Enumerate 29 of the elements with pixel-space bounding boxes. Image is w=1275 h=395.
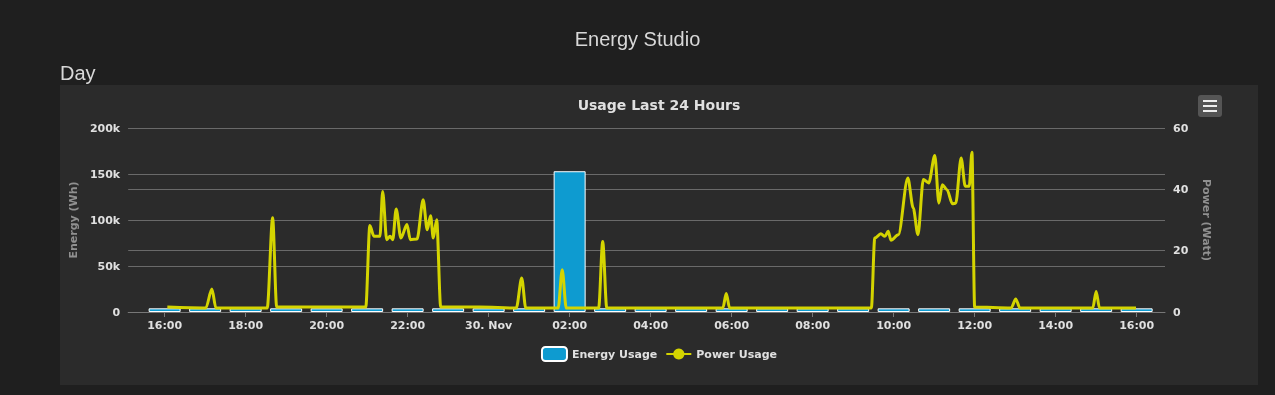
y2-tick-label: 0: [1173, 305, 1181, 319]
y2-tick-label: 60: [1173, 121, 1189, 135]
legend-label: Power Usage: [696, 347, 778, 361]
x-tick-label: 06:00: [714, 319, 750, 332]
x-tick-label: 02:00: [552, 319, 588, 332]
y-tick-label: 0: [112, 305, 121, 319]
x-tick-label: 16:00: [1119, 319, 1155, 332]
y2-tick-label: 40: [1173, 182, 1189, 196]
x-tick-label: 08:00: [795, 319, 831, 332]
y-tick-label: 150k: [89, 167, 121, 181]
x-tick-label: 04:00: [633, 319, 669, 332]
x-tick-label: 20:00: [309, 319, 345, 332]
y-tick-label: 200k: [89, 121, 121, 135]
x-tick-label: 22:00: [390, 319, 426, 332]
y-tick-label: 50k: [97, 259, 121, 273]
x-tick-label: 16:00: [147, 319, 183, 332]
chart-title: Usage Last 24 Hours: [577, 97, 741, 113]
x-tick-label: 18:00: [228, 319, 264, 332]
x-tick-label: 10:00: [876, 319, 912, 332]
y2-axis-title: Power (Watt): [1200, 178, 1213, 262]
y2-tick-label: 20: [1173, 244, 1189, 258]
text: Day: [60, 62, 96, 85]
x-tick-label: 30. Nov: [465, 319, 514, 332]
y-tick-label: 100k: [89, 213, 121, 227]
legend-label: Energy Usage: [571, 347, 658, 361]
x-tick-label: 12:00: [957, 319, 993, 332]
text: Energy Studio: [573, 28, 702, 51]
x-tick-label: 14:00: [1038, 319, 1074, 332]
y-axis-title: Energy (Wh): [67, 181, 80, 259]
